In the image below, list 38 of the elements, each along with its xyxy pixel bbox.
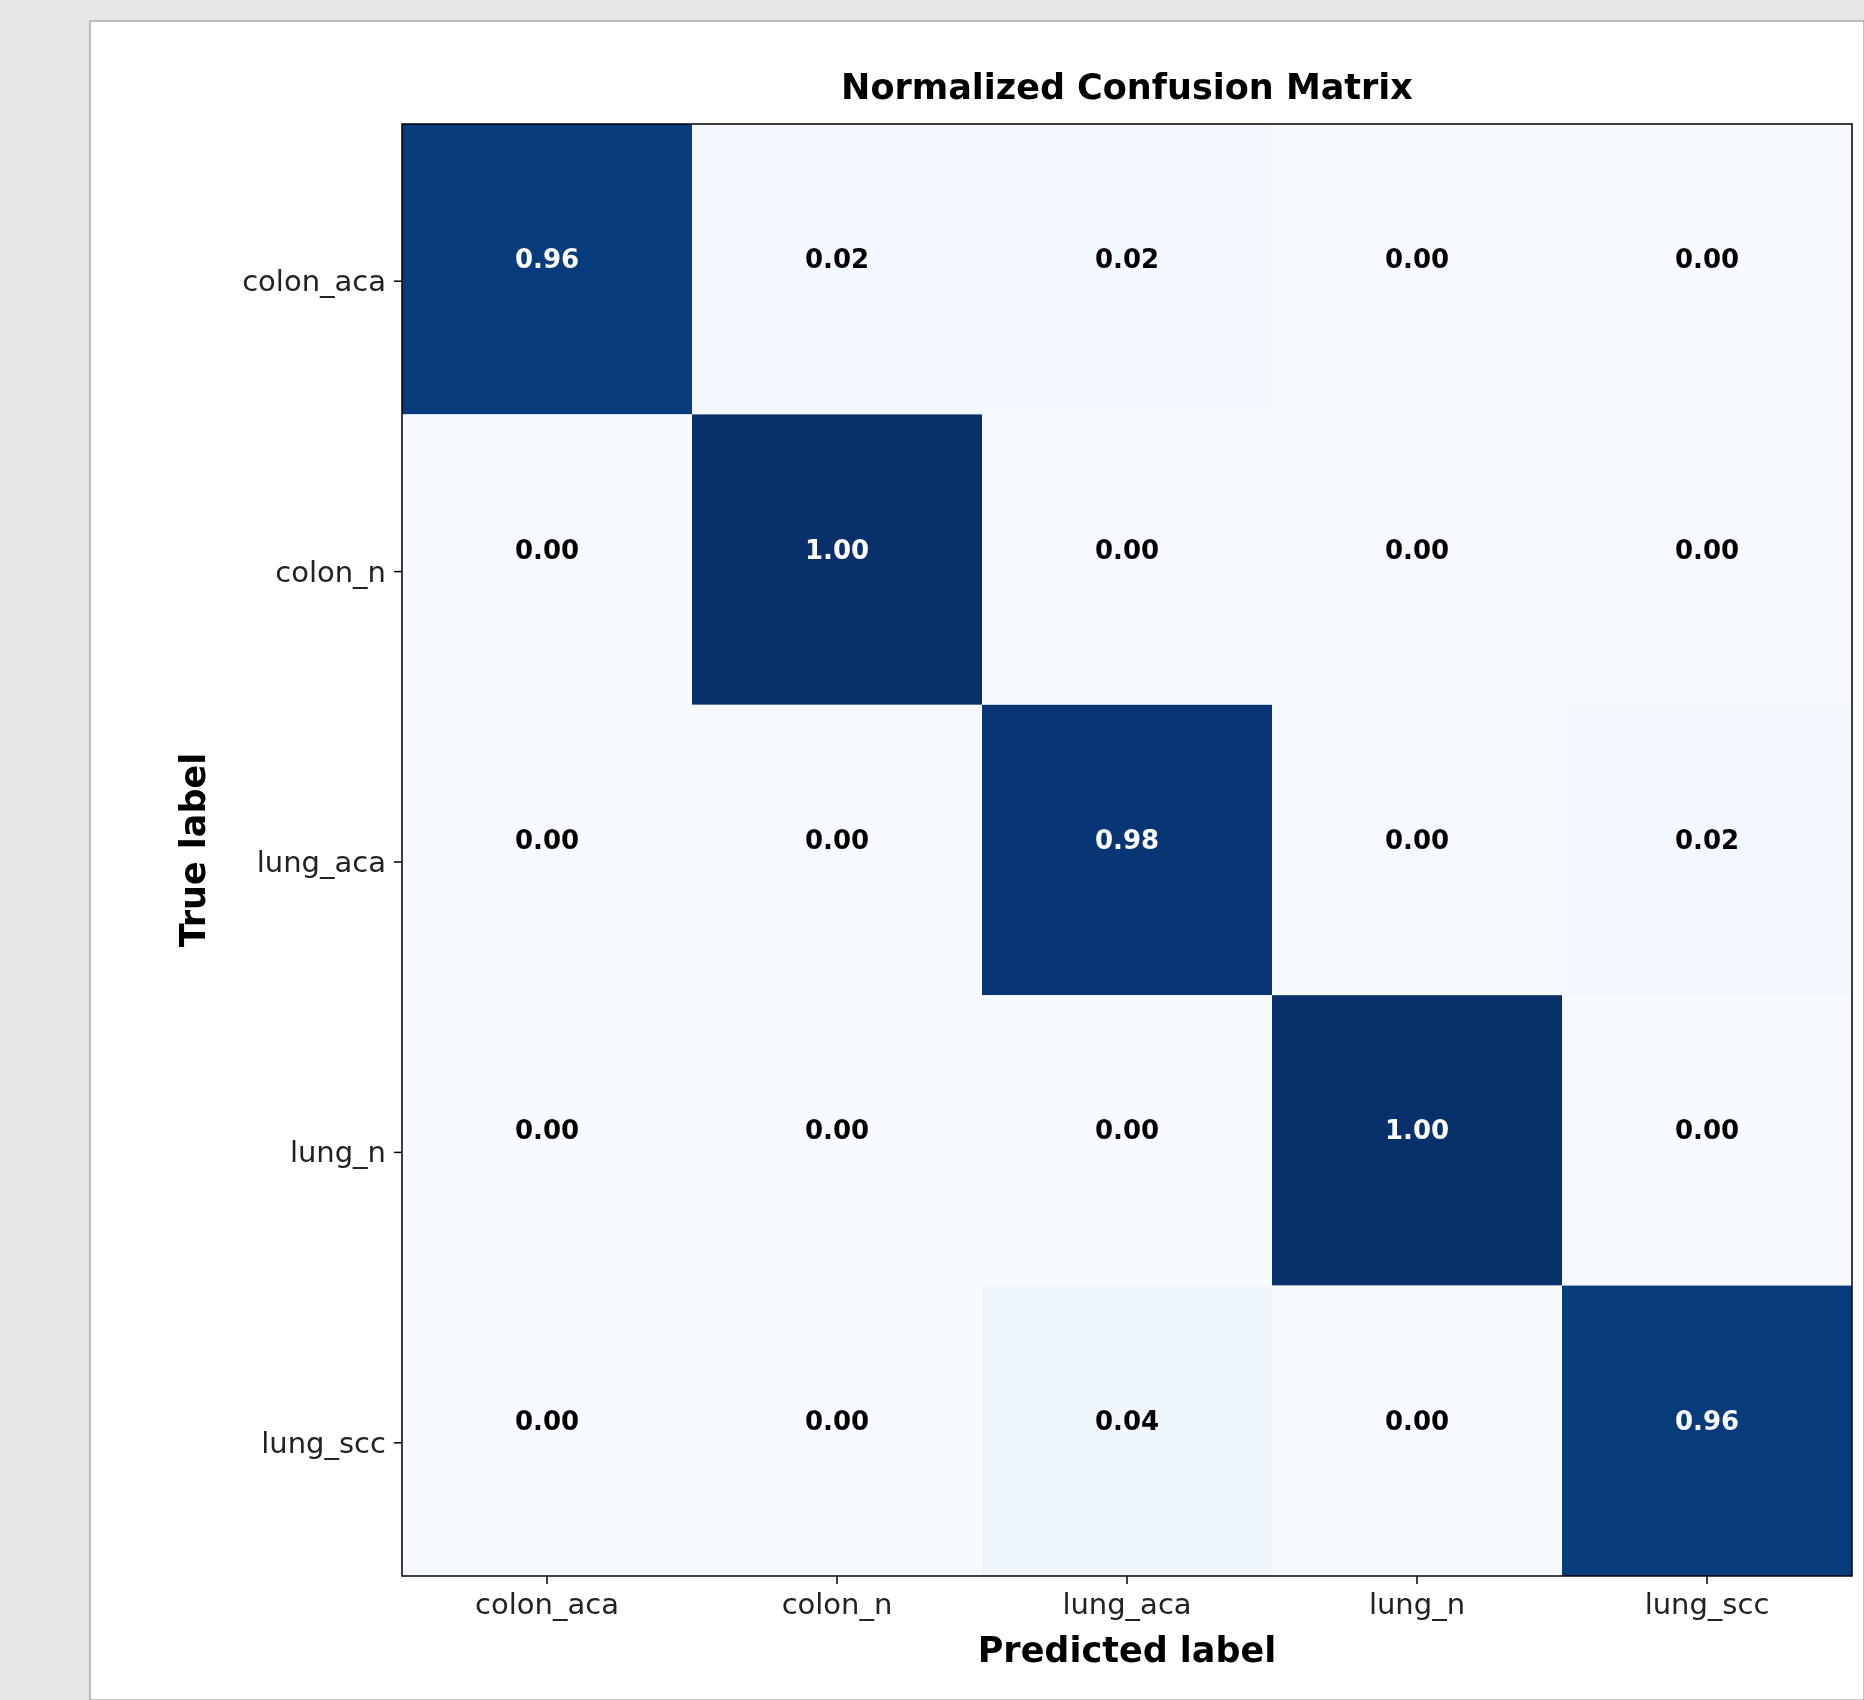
data-label: 0.00: [1674, 1115, 1740, 1146]
data-label: 0.02: [804, 244, 870, 275]
data-label: 0.00: [1384, 1405, 1450, 1436]
data-label: 0.96: [514, 244, 580, 275]
chart-title: Normalized Confusion Matrix: [841, 67, 1414, 107]
data-label: 1.00: [804, 534, 870, 565]
data-label: 1.00: [1384, 1115, 1450, 1146]
data-label: 0.00: [514, 534, 580, 565]
y-tick-label: colon_n: [275, 554, 386, 589]
y-tick-label: lung_n: [289, 1135, 386, 1170]
x-tick-label: lung_scc: [1644, 1587, 1770, 1621]
data-label: 0.00: [1674, 244, 1740, 275]
y-tick-label: lung_scc: [261, 1425, 386, 1460]
data-label: 0.02: [1094, 244, 1160, 275]
x-tick-label: colon_aca: [475, 1587, 619, 1621]
data-label: 0.00: [804, 1115, 870, 1146]
x-tick-label: colon_n: [781, 1587, 893, 1621]
data-label: 0.02: [1674, 825, 1740, 855]
data-label: 0.00: [1384, 825, 1450, 855]
data-label: 0.00: [1674, 534, 1740, 565]
data-label: 0.00: [1094, 1115, 1160, 1146]
x-tick-label: lung_aca: [1062, 1587, 1192, 1621]
data-label: 0.00: [514, 1115, 580, 1146]
data-label: 0.00: [1094, 534, 1160, 565]
y-tick-label: lung_aca: [256, 845, 386, 879]
data-label: 0.96: [1674, 1405, 1740, 1436]
data-label: 0.00: [804, 1405, 870, 1436]
data-label: 0.00: [514, 825, 580, 855]
y-tick-label: colon_aca: [242, 264, 386, 299]
data-label: 0.00: [1384, 244, 1450, 275]
data-label: 0.00: [804, 825, 870, 855]
y-axis-title: True label: [173, 752, 213, 948]
x-tick-label: lung_n: [1368, 1587, 1466, 1621]
data-label: 0.00: [1384, 534, 1450, 565]
data-label: 0.98: [1094, 825, 1160, 855]
x-axis-title: Predicted label: [977, 1630, 1277, 1670]
data-label: 0.04: [1094, 1405, 1160, 1436]
data-label: 0.00: [514, 1405, 580, 1436]
